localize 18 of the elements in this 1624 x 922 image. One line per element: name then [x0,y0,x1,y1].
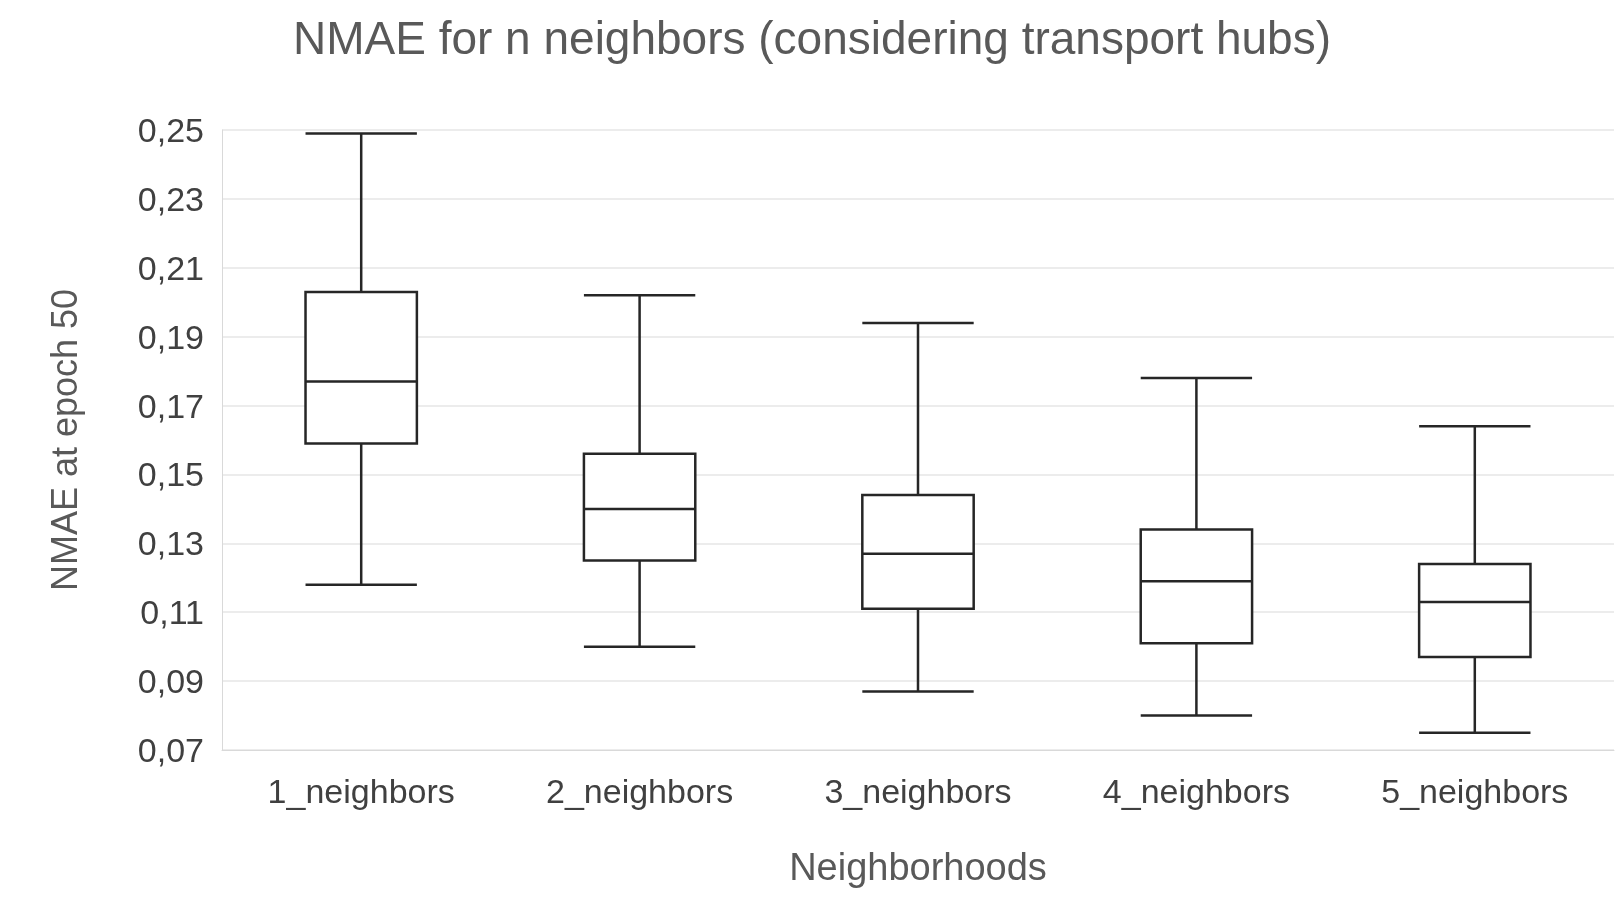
y-tick-label: 0,17 [137,386,204,425]
x-tick-label: 2_neighbors [546,772,734,810]
y-tick-label: 0,23 [137,179,204,218]
y-tick-label: 0,15 [137,455,204,494]
y-tick-label: 0,19 [137,317,204,356]
y-tick-label: 0,21 [137,248,204,287]
y-tick-label: 0,11 [140,593,204,632]
x-axis-title: Neighborhoods [789,846,1047,888]
chart-title: NMAE for n neighbors (considering transport hubs) [292,12,1332,64]
y-tick-label: 0,07 [137,731,204,769]
x-tick-label: 5_neighbors [1381,772,1569,810]
x-tick-label: 3_neighbors [824,772,1012,810]
y-tick-label: 0,09 [137,662,204,701]
y-axis-title: NMAE at epoch 50 [43,288,85,592]
x-tick-label: 1_neighbors [267,772,455,810]
y-tick-label: 0,25 [137,111,204,149]
x-tick-label: 4_neighbors [1102,772,1290,810]
y-tick-label: 0,13 [137,524,204,563]
